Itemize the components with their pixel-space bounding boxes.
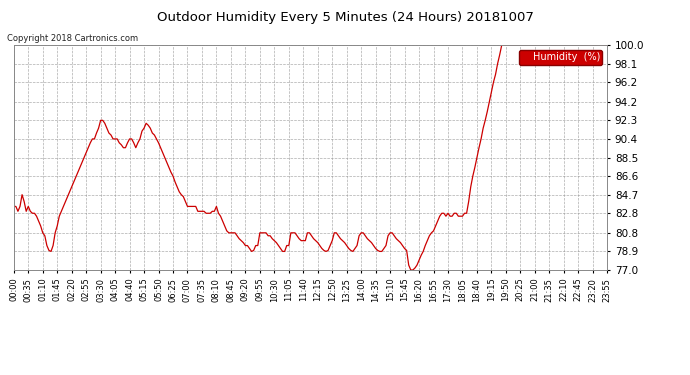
Legend: Humidity  (%): Humidity (%) — [520, 50, 602, 65]
Text: Copyright 2018 Cartronics.com: Copyright 2018 Cartronics.com — [7, 34, 138, 43]
Text: Outdoor Humidity Every 5 Minutes (24 Hours) 20181007: Outdoor Humidity Every 5 Minutes (24 Hou… — [157, 11, 533, 24]
